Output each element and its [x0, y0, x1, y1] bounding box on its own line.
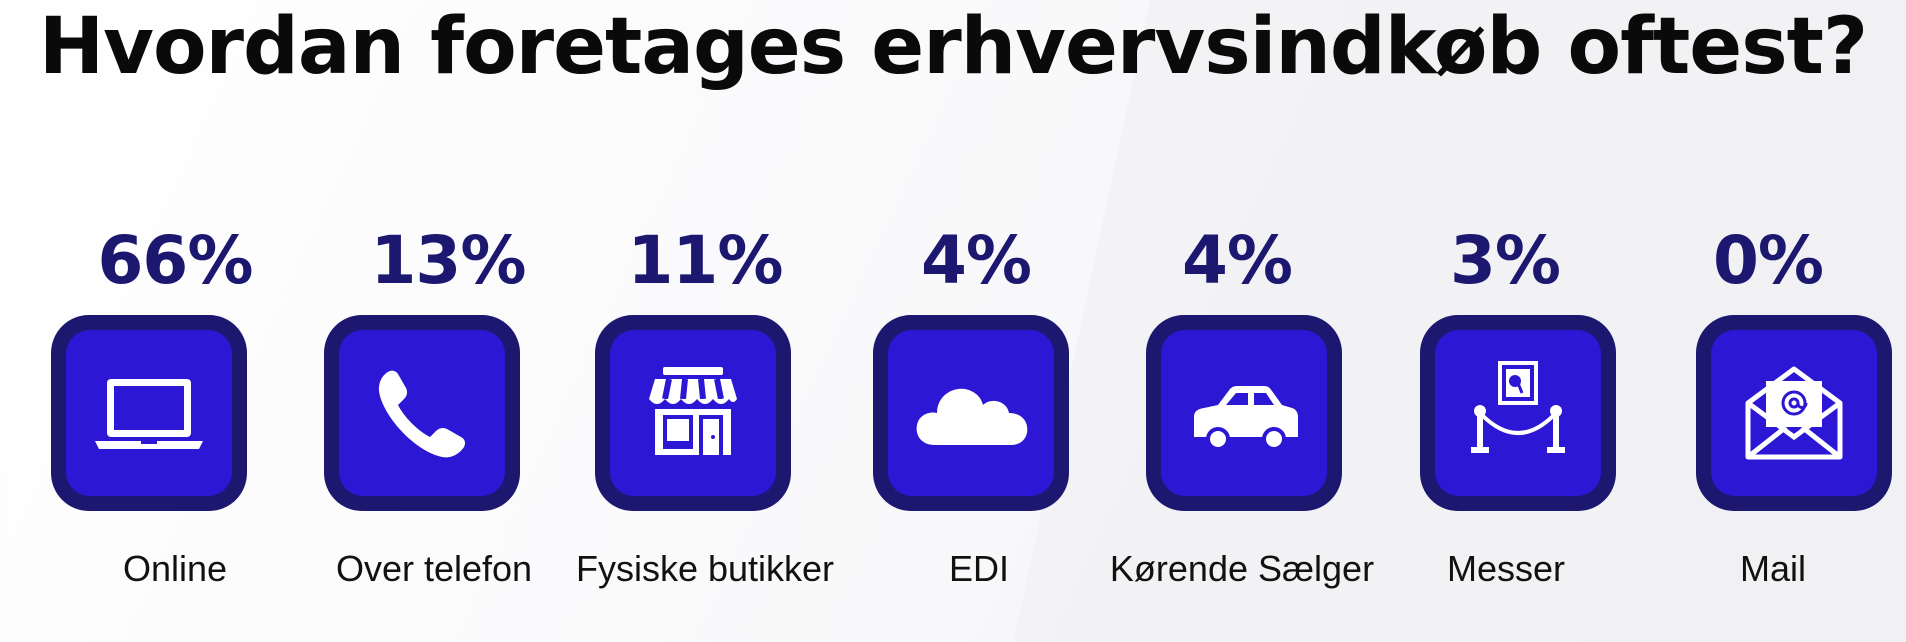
cloud-icon	[916, 388, 1028, 445]
category-label: EDI	[948, 548, 1009, 589]
channel-item-online: 66% Online	[45, 0, 305, 642]
channel-item-messer: 3% Messer	[1376, 0, 1636, 642]
chart-title: Hvordan foretages erhvervsindkøb oftest?	[38, 2, 1868, 92]
percent-label: 66%	[97, 222, 254, 299]
category-label: Messer	[1446, 548, 1566, 589]
channel-item-fysiske-butikker: 11% Fysiske butikker	[575, 0, 835, 642]
percent-label: 13%	[370, 222, 527, 299]
channel-tile	[873, 315, 1069, 511]
category-label: Kørende Sælger	[1109, 548, 1375, 589]
channel-tile	[1146, 315, 1342, 511]
percent-label: 11%	[627, 222, 784, 299]
mail-icon	[1745, 366, 1843, 460]
storefront-icon	[649, 367, 737, 455]
laptop-icon	[95, 379, 203, 449]
category-label: Online	[122, 548, 228, 589]
channel-item-mail: 0% Mail	[1643, 0, 1903, 642]
category-label: Fysiske butikker	[575, 548, 835, 589]
percent-label: 0%	[1712, 222, 1824, 299]
channel-item-korende-saelger: 4% Kørende Sælger	[1110, 0, 1374, 642]
car-icon	[1194, 386, 1298, 451]
category-label: Over telefon	[335, 548, 533, 589]
exhibition-icon	[1471, 361, 1565, 453]
percent-label: 4%	[920, 222, 1032, 299]
phone-icon	[378, 370, 465, 458]
percent-label: 4%	[1181, 222, 1293, 299]
channel-tile	[1420, 315, 1616, 511]
channel-tile	[324, 315, 520, 511]
percent-label: 3%	[1449, 222, 1561, 299]
channel-tile	[1696, 315, 1892, 511]
channel-item-edi: 4% EDI	[849, 0, 1109, 642]
channel-tile	[51, 315, 247, 511]
channel-tile	[595, 315, 791, 511]
channel-item-over-telefon: 13% Over telefon	[304, 0, 564, 642]
category-label: Mail	[1739, 548, 1806, 589]
